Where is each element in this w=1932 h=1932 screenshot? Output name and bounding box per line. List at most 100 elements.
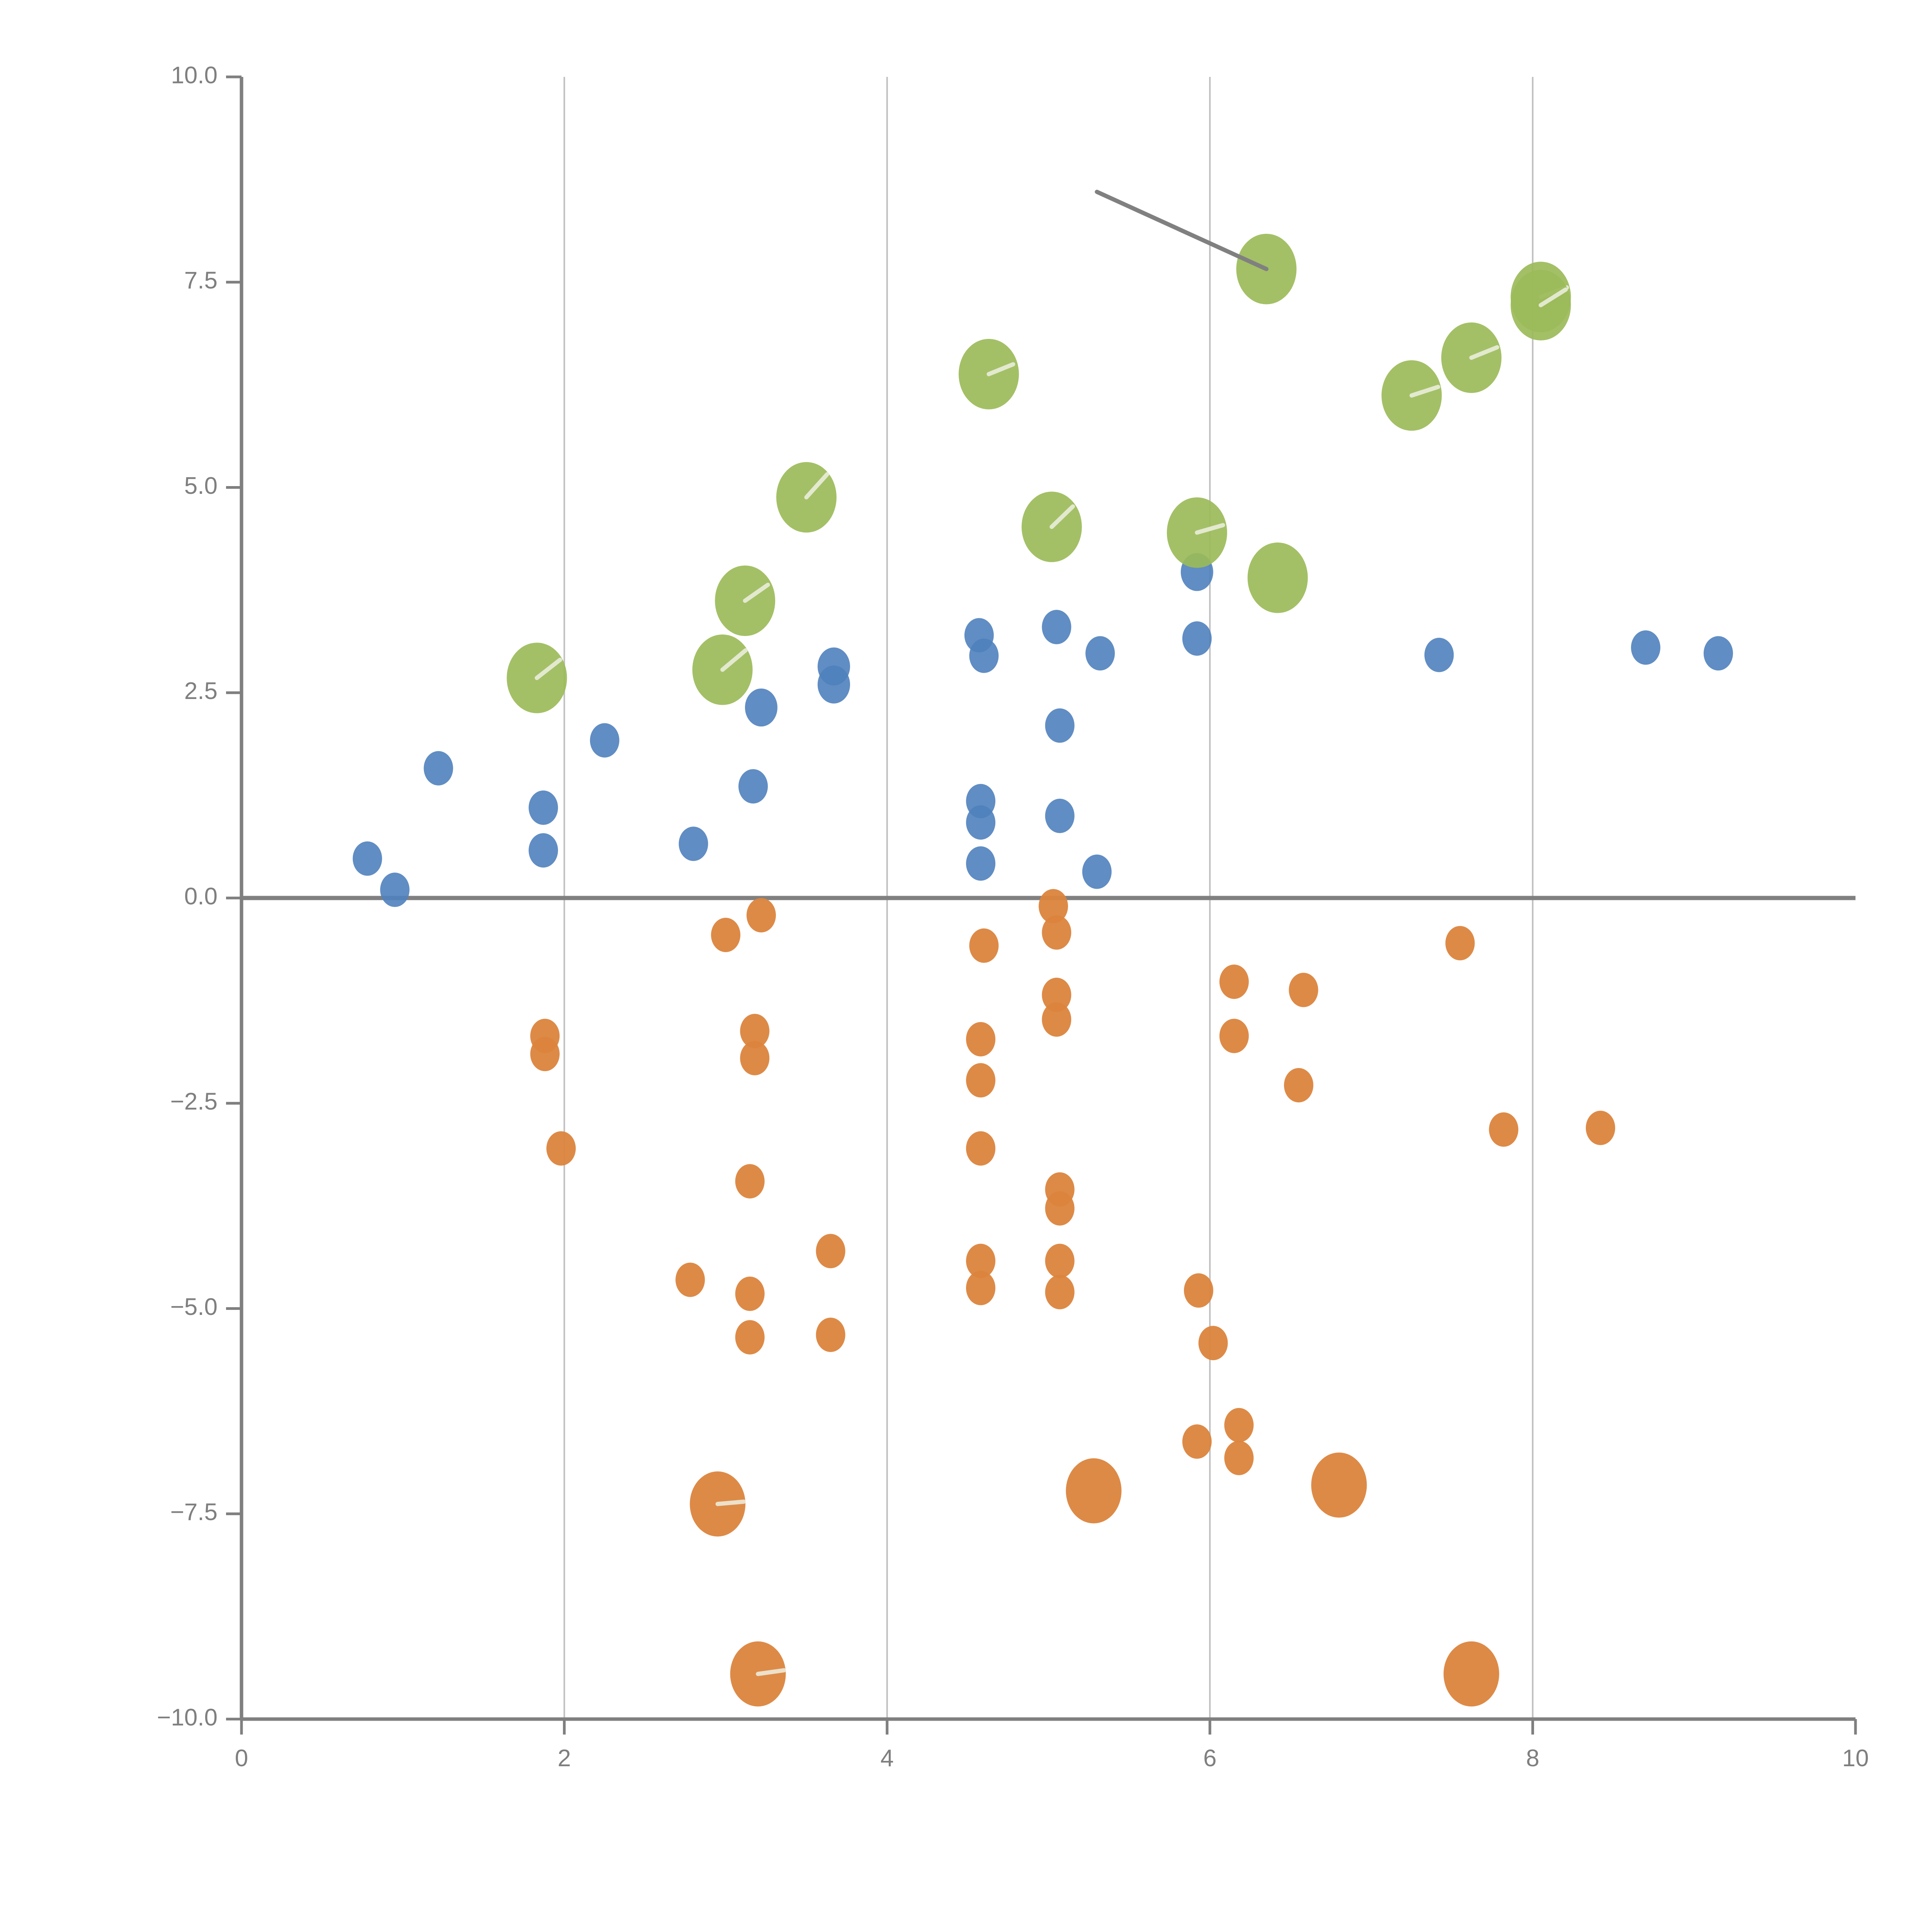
data-point[interactable] bbox=[1066, 1458, 1122, 1524]
data-point[interactable] bbox=[1703, 636, 1733, 671]
axes-layer bbox=[226, 75, 1857, 1735]
data-point[interactable] bbox=[1182, 621, 1212, 656]
data-point[interactable] bbox=[1247, 542, 1308, 613]
data-point-tail bbox=[1049, 504, 1075, 529]
data-point-tail bbox=[1409, 384, 1440, 398]
data-point[interactable] bbox=[738, 769, 768, 804]
data-point[interactable] bbox=[966, 1063, 996, 1098]
data-point[interactable] bbox=[1082, 854, 1112, 889]
data-point[interactable] bbox=[423, 751, 453, 786]
data-point[interactable] bbox=[1289, 973, 1318, 1007]
data-point[interactable] bbox=[735, 1164, 765, 1199]
data-point[interactable] bbox=[380, 872, 410, 907]
data-point[interactable] bbox=[546, 1131, 576, 1166]
x-tick-label: 6 bbox=[1203, 1745, 1216, 1772]
data-point[interactable] bbox=[1042, 978, 1071, 1012]
data-point[interactable] bbox=[529, 790, 558, 825]
data-point[interactable] bbox=[966, 1022, 996, 1056]
data-point[interactable] bbox=[1042, 1002, 1071, 1037]
data-point[interactable] bbox=[1311, 1452, 1367, 1518]
data-point[interactable] bbox=[711, 918, 741, 952]
y-tick-label: −2.5 bbox=[170, 1088, 218, 1115]
data-point-tail bbox=[715, 1499, 746, 1506]
data-point[interactable] bbox=[675, 1262, 705, 1297]
y-tick-label: 7.5 bbox=[184, 267, 218, 294]
data-point[interactable] bbox=[1445, 926, 1475, 961]
annotation-layer bbox=[1095, 190, 1269, 271]
data-point[interactable] bbox=[590, 723, 619, 758]
data-point[interactable] bbox=[1045, 708, 1075, 743]
data-point-tail bbox=[534, 658, 562, 680]
y-tick-label: −7.5 bbox=[170, 1499, 218, 1526]
data-points-layer[interactable] bbox=[352, 233, 1733, 1707]
data-point[interactable] bbox=[1489, 1112, 1519, 1147]
data-point[interactable] bbox=[817, 665, 850, 704]
data-point[interactable] bbox=[1184, 1273, 1213, 1308]
data-point[interactable] bbox=[816, 1318, 845, 1352]
data-point[interactable] bbox=[1039, 889, 1068, 923]
data-point[interactable] bbox=[529, 833, 558, 868]
x-tick-label: 10 bbox=[1842, 1745, 1869, 1772]
series-blue-series bbox=[352, 553, 1733, 907]
data-point[interactable] bbox=[740, 1014, 770, 1048]
x-tick-label: 2 bbox=[558, 1745, 571, 1772]
series-green-series bbox=[507, 233, 1571, 713]
data-point[interactable] bbox=[530, 1037, 560, 1071]
y-tick-label: 2.5 bbox=[184, 678, 218, 704]
data-point-tail bbox=[720, 648, 748, 672]
data-point[interactable] bbox=[966, 1243, 996, 1278]
data-point[interactable] bbox=[746, 898, 776, 933]
data-point[interactable] bbox=[969, 928, 999, 963]
tick-labels-layer: 0 2 4 6 8 10 −10.0 −7.5 −5.0 −2.5 0.0 2.5 5.0 7.5 10.0 bbox=[157, 62, 1869, 1772]
data-point[interactable] bbox=[1042, 915, 1071, 950]
data-point-tail bbox=[743, 582, 770, 603]
y-tick-label: 5.0 bbox=[184, 473, 218, 499]
data-point[interactable] bbox=[1042, 610, 1071, 645]
y-tick-label: −10.0 bbox=[157, 1704, 218, 1731]
data-point[interactable] bbox=[1586, 1111, 1616, 1145]
data-point[interactable] bbox=[1224, 1440, 1254, 1475]
y-tick-label: −5.0 bbox=[170, 1294, 218, 1320]
data-point[interactable] bbox=[735, 1276, 765, 1311]
data-point[interactable] bbox=[1182, 1424, 1212, 1459]
x-tick-label: 8 bbox=[1526, 1745, 1539, 1772]
data-point[interactable] bbox=[745, 688, 777, 727]
data-point[interactable] bbox=[966, 805, 996, 840]
data-point-tail bbox=[756, 1668, 786, 1676]
data-point[interactable] bbox=[735, 1320, 765, 1355]
data-point-tail bbox=[1469, 345, 1500, 360]
data-point-tail bbox=[986, 362, 1015, 376]
data-point[interactable] bbox=[966, 1131, 996, 1166]
data-point[interactable] bbox=[1224, 1408, 1254, 1442]
data-point[interactable] bbox=[1219, 1019, 1249, 1053]
data-point[interactable] bbox=[352, 841, 382, 876]
data-point[interactable] bbox=[1045, 1243, 1075, 1278]
data-point[interactable] bbox=[1284, 1068, 1313, 1102]
data-point[interactable] bbox=[1045, 799, 1075, 833]
data-point[interactable] bbox=[1631, 630, 1660, 665]
data-point[interactable] bbox=[1443, 1641, 1499, 1707]
data-point[interactable] bbox=[1219, 964, 1249, 999]
data-point[interactable] bbox=[1085, 636, 1115, 671]
y-tick-label: 10.0 bbox=[171, 62, 218, 88]
data-point-tail bbox=[804, 472, 829, 500]
data-point[interactable] bbox=[966, 846, 996, 881]
data-point[interactable] bbox=[816, 1234, 845, 1269]
data-point-tail bbox=[1538, 287, 1568, 308]
data-point-tail bbox=[1195, 523, 1225, 535]
data-point[interactable] bbox=[969, 638, 999, 673]
data-point[interactable] bbox=[740, 1041, 770, 1075]
y-tick-label: 0.0 bbox=[184, 883, 218, 910]
data-point[interactable] bbox=[1198, 1326, 1228, 1361]
x-tick-label: 4 bbox=[881, 1745, 894, 1772]
data-point[interactable] bbox=[679, 827, 708, 861]
leader-line bbox=[1095, 190, 1269, 271]
data-point[interactable] bbox=[966, 1270, 996, 1305]
data-point[interactable] bbox=[1424, 638, 1454, 672]
data-point[interactable] bbox=[1045, 1191, 1075, 1226]
data-point[interactable] bbox=[1045, 1275, 1075, 1310]
series-orange-series bbox=[530, 889, 1616, 1707]
x-tick-label: 0 bbox=[235, 1745, 248, 1772]
